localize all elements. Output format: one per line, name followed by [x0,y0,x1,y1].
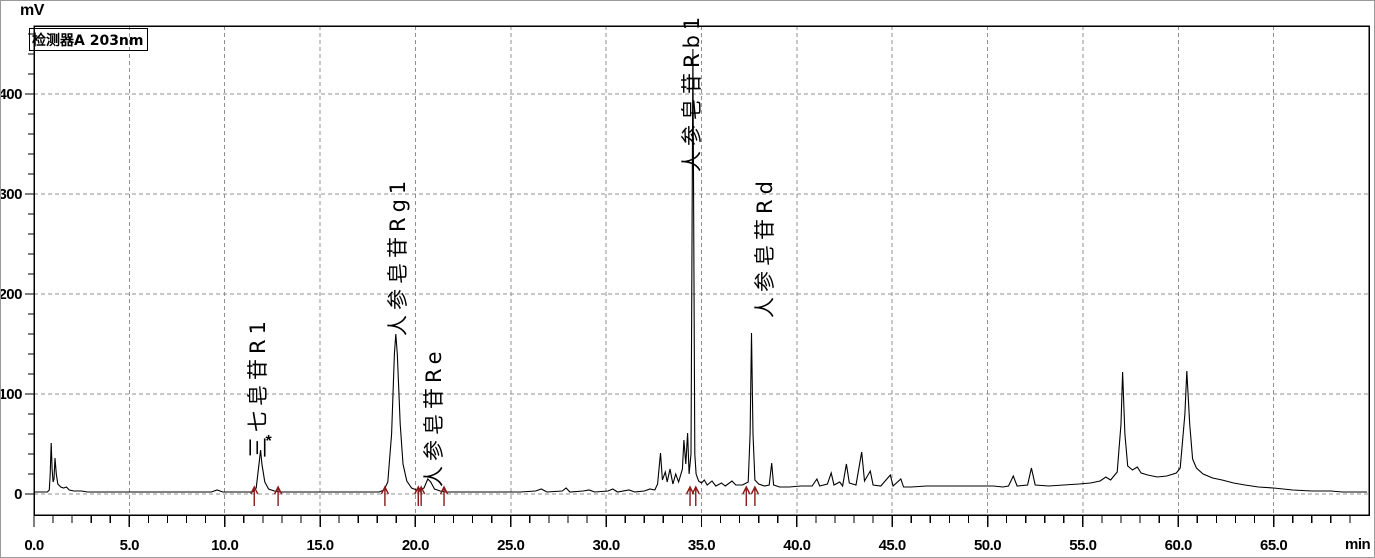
peak-asterisk: * [265,433,272,450]
integration-mark-arrow [439,485,449,506]
x-tick-label: 15.0 [306,537,333,554]
x-tick-label: 40.0 [783,537,810,554]
peak-label: 人参皂苷Re [421,346,446,487]
x-tick-label: 55.0 [1069,537,1096,554]
integration-mark-arrow [250,485,259,506]
x-tick-label: 50.0 [974,537,1001,554]
peak-label: 三七皂苷R1 [246,316,271,458]
x-tick-label: 45.0 [879,537,906,554]
integration-mark-arrow [417,485,426,506]
x-tick-label: 35.0 [688,537,715,554]
integration-mark-arrow [273,485,283,506]
x-tick-label: 20.0 [402,537,429,554]
detector-label-box: 检测器A 203nm [29,28,148,51]
chromatogram-trace [34,48,1368,493]
peak-label: 人参皂苷Rb1 [679,11,704,172]
y-tick-label: 100 [1,386,22,403]
x-tick-label: 60.0 [1165,537,1192,554]
integration-mark-arrow [742,485,751,506]
x-tick-label: 10.0 [211,537,238,554]
integration-mark-arrow [380,485,390,506]
x-tick-label: 30.0 [593,537,620,554]
y-tick-label: 200 [1,286,22,303]
x-tick-label: 0.0 [24,537,44,554]
y-axis-unit-label: mV [20,2,44,19]
x-axis-unit-label: min [1345,536,1371,553]
peak-label: 人参皂苷Rd [753,176,778,318]
y-tick-label: 400 [1,86,22,103]
x-tick-label: 65.0 [1260,537,1287,554]
integration-mark-arrow [685,485,695,506]
x-tick-label: 25.0 [497,537,524,554]
detector-label: 检测器A 203nm [32,32,144,49]
y-tick-label: 0 [14,486,22,503]
peak-label: 人参皂苷Rg1 [386,175,411,336]
integration-mark-arrow [691,485,700,506]
y-tick-label: 300 [1,186,22,203]
integration-mark-arrow [750,485,760,506]
x-tick-label: 5.0 [120,537,140,554]
